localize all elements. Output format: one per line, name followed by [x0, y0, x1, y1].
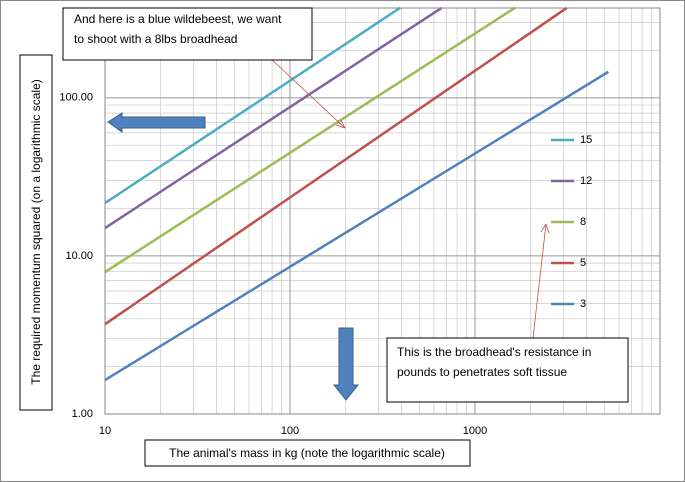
x-axis-label: The animal's mass in kg (note the logari… — [169, 446, 445, 460]
lines — [104, 6, 610, 382]
series-line — [104, 70, 610, 382]
annotation-text: pounds to penetrates soft tissue — [397, 365, 567, 379]
legend-label: 3 — [580, 298, 586, 310]
legend-label: 5 — [580, 257, 586, 269]
y-tick-label: 100.00 — [59, 92, 93, 104]
legend-label: 8 — [580, 216, 586, 228]
y-axis-label: The required momentum squared (on a loga… — [29, 79, 43, 384]
legend-label: 12 — [580, 175, 592, 187]
series-line — [104, 6, 516, 274]
annotation-box — [62, 7, 313, 61]
x-tick-label: 100 — [281, 425, 299, 437]
y-tick-label: 10.00 — [65, 250, 93, 262]
x-tick-label: 1000 — [463, 425, 487, 437]
annotation-text: And here is a blue wildebeest, we want — [74, 12, 282, 26]
x-label-box — [144, 439, 471, 467]
annotation-text: This is the broadhead's resistance in — [397, 345, 591, 359]
callout-line — [532, 223, 547, 339]
series-line — [104, 6, 568, 326]
x-tick-label: 10 — [99, 425, 111, 437]
arrowhead — [540, 223, 550, 234]
legend-label: 15 — [580, 134, 592, 146]
annotation-text: to shoot with a 8lbs broadhead — [74, 32, 237, 46]
annotation-box — [386, 337, 629, 403]
series-line — [104, 6, 401, 205]
callout-line — [269, 57, 346, 129]
left-arrow — [107, 112, 206, 133]
y-tick-label: 1.00 — [72, 408, 93, 420]
plot-frame — [104, 7, 661, 415]
arrowhead — [335, 119, 346, 129]
y-label-box — [19, 54, 53, 411]
down-arrow — [332, 327, 360, 401]
series-line — [104, 6, 443, 230]
